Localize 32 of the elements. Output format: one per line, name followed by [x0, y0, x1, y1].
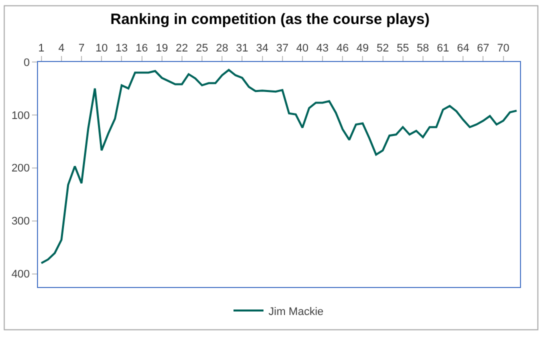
chart-title: Ranking in competition (as the course plays) [110, 10, 430, 28]
x-tick-label: 16 [136, 42, 148, 55]
y-tick-label: 200 [11, 162, 30, 175]
x-tick-label: 31 [236, 42, 248, 55]
x-tick-label: 58 [416, 42, 430, 55]
x-tick-label: 49 [356, 42, 369, 55]
y-tick-label: 100 [11, 110, 30, 122]
x-tick-label: 43 [316, 42, 329, 55]
x-tick-label: 10 [95, 42, 108, 55]
x-tick-label: 52 [376, 42, 389, 55]
x-tick-label: 67 [477, 42, 490, 55]
x-tick-label: 22 [176, 42, 188, 55]
line-series [40, 68, 518, 264]
x-tick-label: 19 [156, 42, 168, 55]
x-tick-label: 70 [497, 42, 510, 55]
x-tick-label: 4 [58, 42, 64, 55]
x-tick-label: 64 [456, 42, 470, 55]
x-tick-label: 46 [336, 42, 349, 55]
x-tick-label: 28 [216, 42, 228, 55]
y-tick-label: 300 [11, 216, 30, 228]
y-tick-label: 400 [11, 268, 30, 281]
x-tick-label: 13 [116, 42, 128, 55]
x-tick-label: 61 [436, 42, 450, 55]
x-tick-label: 7 [78, 42, 85, 55]
y-tick-label: 0 [24, 56, 30, 69]
x-tick-label: 40 [296, 42, 309, 55]
x-tick-label: 37 [276, 42, 288, 55]
x-tick-label: 25 [196, 42, 208, 55]
x-tick-label: 55 [396, 42, 409, 55]
x-tick-label: 1 [38, 42, 44, 55]
legend-label: Jim Mackie [268, 306, 324, 318]
x-tick-label: 34 [256, 42, 268, 55]
